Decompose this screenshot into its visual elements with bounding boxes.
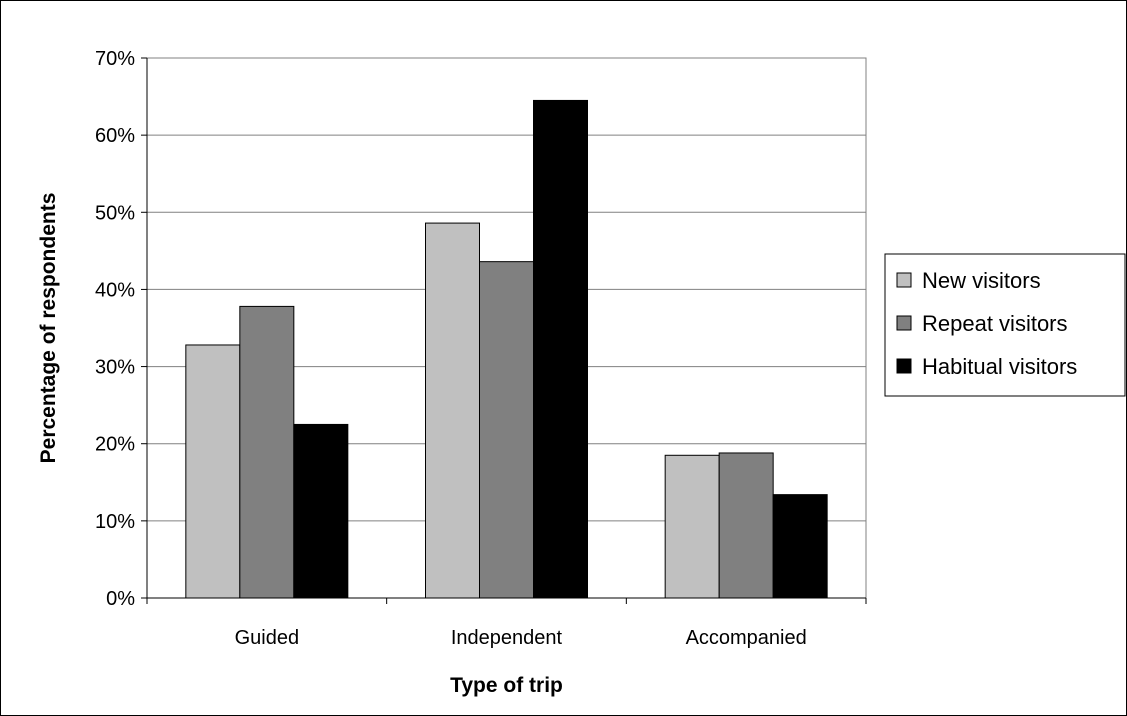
bar-habitual-visitors-accompanied	[772, 494, 828, 599]
legend-label: New visitors	[922, 268, 1041, 293]
y-tick-label: 10%	[95, 511, 135, 533]
legend-box	[884, 253, 1126, 397]
y-tick-label: 50%	[95, 202, 135, 224]
x-tick-label: Guided	[235, 627, 300, 649]
x-axis-title: Type of trip	[450, 674, 563, 697]
y-tick-label: 30%	[95, 357, 135, 379]
legend-swatch	[896, 315, 912, 331]
bar-repeat-visitors-guided	[239, 305, 295, 599]
y-tick-label: 0%	[106, 588, 135, 610]
y-tick-label: 60%	[95, 125, 135, 147]
bar-habitual-visitors-independent	[533, 99, 588, 599]
bar-repeat-visitors-accompanied	[718, 452, 774, 599]
x-tick-labels: Guided Independent Accompanied	[235, 627, 807, 649]
axes	[141, 57, 867, 604]
bar-new-visitors-independent	[425, 222, 480, 599]
legend-label: Habitual visitors	[922, 354, 1077, 379]
bars	[185, 99, 828, 599]
x-tick-label: Accompanied	[686, 627, 807, 649]
y-tick-label: 20%	[95, 434, 135, 456]
bar-new-visitors-guided	[185, 344, 241, 599]
bar-habitual-visitors-guided	[293, 423, 349, 599]
x-tick-label: Independent	[451, 627, 563, 649]
y-tick-label: 70%	[95, 48, 135, 70]
legend-swatch	[896, 272, 912, 288]
y-axis-title: Percentage of respondents	[37, 193, 60, 464]
legend-swatch	[896, 358, 912, 374]
bar-repeat-visitors-independent	[479, 261, 534, 599]
legend-label: Repeat visitors	[922, 311, 1068, 336]
y-tick-label: 40%	[95, 279, 135, 301]
legend: New visitors Repeat visitors Habitual visi…	[884, 253, 1126, 397]
bar-new-visitors-accompanied	[664, 454, 720, 599]
y-tick-labels: 0% 10% 20% 30% 40% 50% 60% 70%	[95, 48, 135, 610]
